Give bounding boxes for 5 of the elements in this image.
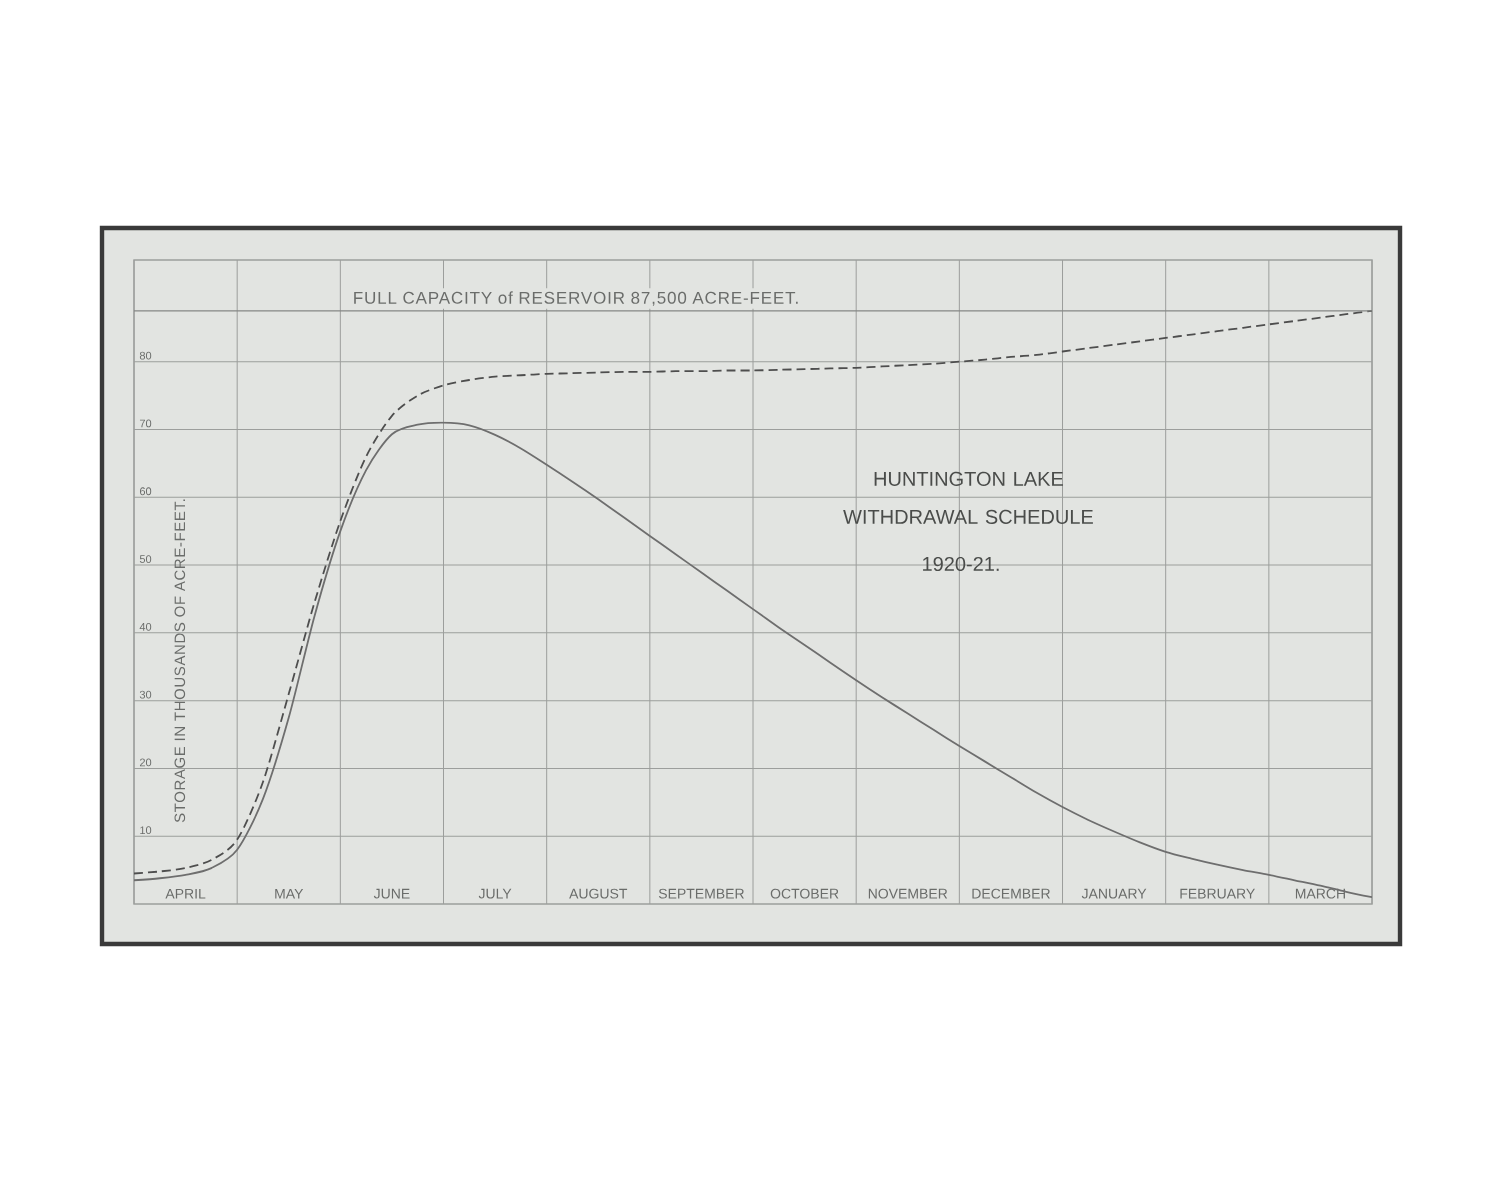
text: 1920-21. — [923, 556, 999, 572]
line-series — [134, 421, 1373, 899]
ref-line-label: FULL CAPACITY of RESERVOIR 87,500 ACRE-FEET. — [354, 291, 798, 306]
text: HUNTINGTON LAKE WITHDRAWAL SCHEDULE — [843, 471, 1093, 524]
line-series — [134, 309, 1373, 875]
